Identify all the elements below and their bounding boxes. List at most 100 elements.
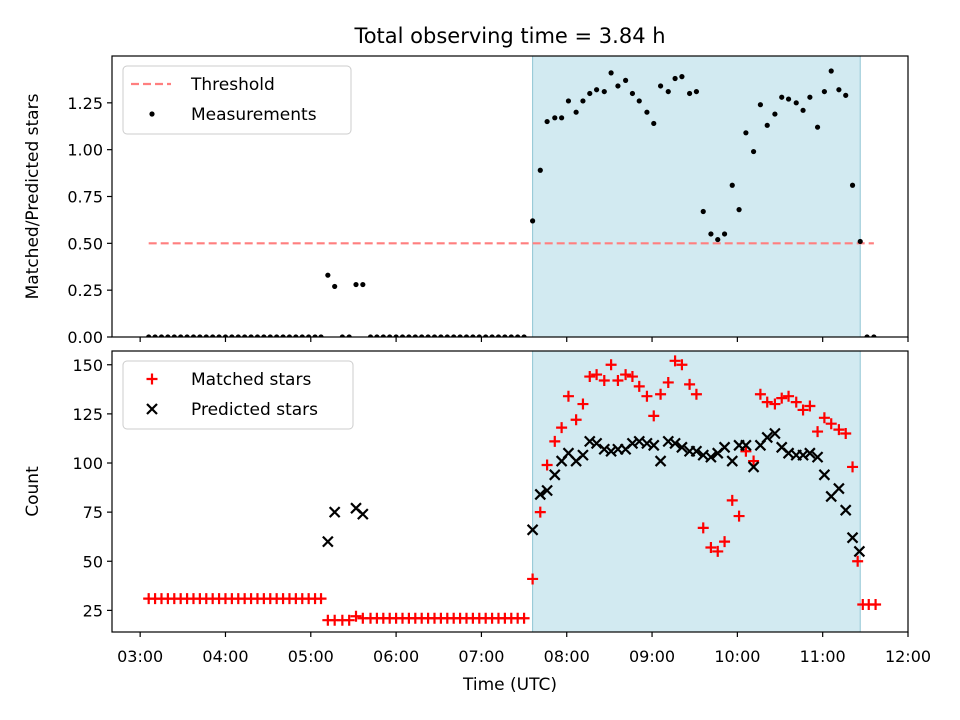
y-tick-label: 100 [72, 454, 103, 473]
data-point [178, 334, 184, 337]
data-point [254, 334, 261, 337]
data-point [248, 334, 254, 337]
data-point [406, 334, 412, 337]
legend-label: Threshold [190, 75, 275, 95]
data-point [438, 334, 444, 337]
data-point [733, 510, 745, 522]
data-point [623, 77, 629, 83]
data-point [534, 506, 546, 518]
data-point [457, 334, 463, 337]
data-point [719, 536, 731, 548]
data-point [754, 388, 766, 400]
legend-box [122, 65, 352, 135]
series-matched-stars [143, 355, 882, 626]
y-axis-label: Matched/Predicted stars [23, 93, 43, 299]
data-point [629, 90, 636, 97]
data-point [152, 334, 158, 337]
data-point [772, 111, 778, 117]
data-point [544, 118, 550, 125]
data-point [367, 334, 374, 337]
legend-marker [149, 111, 155, 117]
data-point [577, 398, 589, 410]
x-tick-label: 03:00 [117, 647, 163, 666]
data-point [804, 447, 816, 459]
data-point [360, 281, 366, 288]
data-point [655, 388, 667, 400]
data-point [495, 334, 502, 337]
data-point [322, 535, 334, 548]
data-point [565, 98, 572, 104]
data-point [804, 400, 816, 412]
data-point [312, 334, 318, 337]
x-tick-label: 08:00 [544, 647, 590, 666]
data-point [393, 334, 399, 337]
data-point [769, 398, 781, 410]
series-measurements [146, 68, 877, 337]
data-point [601, 88, 607, 95]
data-point [644, 109, 650, 115]
data-point [836, 87, 842, 93]
data-point [748, 455, 760, 467]
data-point [573, 109, 579, 115]
data-point [779, 94, 785, 100]
chart-title: Total observing time = 3.84 h [353, 24, 665, 48]
data-point [839, 504, 852, 516]
data-point [776, 392, 788, 404]
data-point [686, 90, 693, 97]
data-point [541, 484, 553, 497]
data-point [757, 102, 764, 108]
data-point [608, 70, 614, 76]
data-point [676, 441, 688, 454]
y-tick-label: 150 [72, 356, 103, 375]
x-tick-label: 04:00 [202, 647, 248, 666]
data-point [672, 75, 678, 82]
data-point [216, 334, 222, 337]
y-tick-label: 0.25 [67, 281, 103, 300]
x-axis-label: Time (UTC) [462, 675, 557, 695]
data-point [470, 334, 476, 337]
data-point [328, 506, 341, 518]
data-point [647, 439, 660, 452]
data-point [489, 334, 495, 337]
data-point [552, 115, 558, 121]
data-point [346, 334, 352, 337]
data-point [684, 378, 696, 390]
data-point [626, 371, 638, 383]
count-panel: 25 50 75 100 125 150 03:00 04:00 05:00 06:00 07:00… [23, 350, 931, 666]
data-point [502, 334, 508, 337]
data-point [797, 404, 809, 416]
legend-label: Matched stars [191, 370, 311, 390]
data-point [669, 437, 681, 450]
plot-area [146, 68, 877, 337]
data-point [559, 115, 565, 121]
data-point [651, 120, 657, 127]
data-point [857, 238, 863, 245]
data-point [818, 412, 830, 424]
axes-frame [111, 350, 909, 633]
ratio-panel: 0.00 0.25 0.50 0.75 1.00 1.25 Matched/Predicte… [23, 55, 909, 347]
data-point [743, 130, 749, 136]
data-point [463, 334, 470, 337]
data-point [847, 461, 859, 473]
data-point [399, 334, 406, 337]
x-tick-label: 05:00 [288, 647, 334, 666]
data-point [476, 334, 482, 337]
data-point [593, 87, 600, 93]
data-point [274, 334, 280, 337]
data-point [549, 469, 561, 481]
data-point [387, 334, 393, 337]
data-point [662, 376, 674, 388]
y-tick-label: 1.25 [67, 94, 103, 113]
data-point [235, 334, 241, 337]
data-point [583, 435, 596, 448]
plot-area [143, 355, 882, 626]
data-point [380, 334, 386, 337]
data-point [843, 92, 849, 98]
data-point [846, 531, 859, 544]
legend-label: Measurements [191, 105, 317, 125]
data-point [325, 272, 331, 278]
data-point [690, 445, 703, 457]
data-point [526, 524, 539, 536]
data-point [852, 555, 864, 567]
data-point [736, 207, 742, 213]
